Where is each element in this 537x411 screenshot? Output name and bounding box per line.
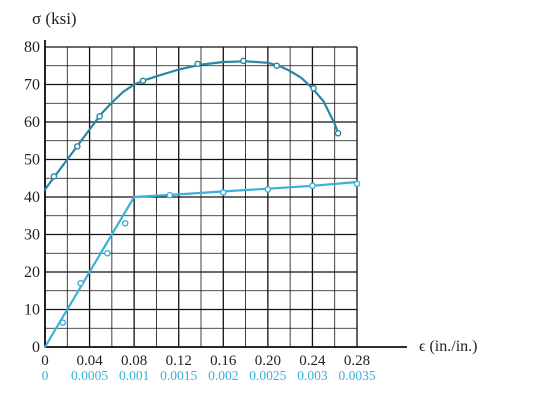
data-point-upper [273,62,281,70]
data-point-lower [309,182,316,190]
x-tick-label-upper: 0.16 [210,353,237,369]
data-point-lower [59,319,67,326]
y-tick-label: 20 [24,264,40,281]
data-point-upper [96,113,103,120]
data-point-lower [77,279,84,287]
y-tick-label: 40 [24,189,40,206]
data-point-upper [310,84,317,92]
x-tick-label-upper: 0.28 [344,353,370,369]
x-axis-label: ϵ (in./in.) [419,338,477,355]
data-point-lower [264,186,272,193]
data-point-lower [121,219,129,227]
y-tick-label: 50 [24,152,40,169]
grid-layer [44,46,358,348]
y-tick-label: 0 [32,339,40,356]
y-tick-label: 30 [24,227,40,244]
x-tick-label-lower: 0.002 [208,368,238,383]
data-point-upper [50,173,58,180]
x-tick-label-lower: 0.001 [119,368,149,383]
data-point-upper [139,77,147,85]
x-tick-label-upper: 0.04 [76,353,103,369]
data-point-lower [166,191,174,199]
axis-layer: σ (ksi) ϵ (in./in.) [32,9,477,355]
x-tick-label-upper: 0.08 [121,353,147,369]
x-tick-label-lower: 0.0005 [71,368,108,383]
x-tick-label-lower: 0.003 [297,368,328,383]
x-tick-label-upper: 0.24 [299,353,326,369]
data-point-upper [334,129,342,137]
data-point-upper [194,60,201,68]
data-point-lower [353,180,361,188]
data-point-lower [104,249,111,257]
y-axis-label: σ (ksi) [32,9,77,28]
y-tick-label: 60 [24,114,40,131]
x-tick-label-upper: 0 [41,353,49,369]
y-tick-label: 80 [24,39,40,56]
x-tick-label-upper: 0.12 [166,353,192,369]
data-point-upper [74,143,81,150]
series-layer [43,57,361,349]
x-tick-label-lower: 0.0015 [160,368,197,383]
data-point-lower [219,189,227,196]
x-tick-label-lower: 0.0035 [338,368,375,383]
data-point-upper [240,57,247,65]
x-tick-label-lower: 0.0025 [249,368,286,383]
x-tick-label-lower: 0 [42,368,49,383]
y-tick-label: 10 [24,302,40,319]
y-tick-label: 70 [24,77,40,94]
x-tick-label-upper: 0.20 [255,353,281,369]
